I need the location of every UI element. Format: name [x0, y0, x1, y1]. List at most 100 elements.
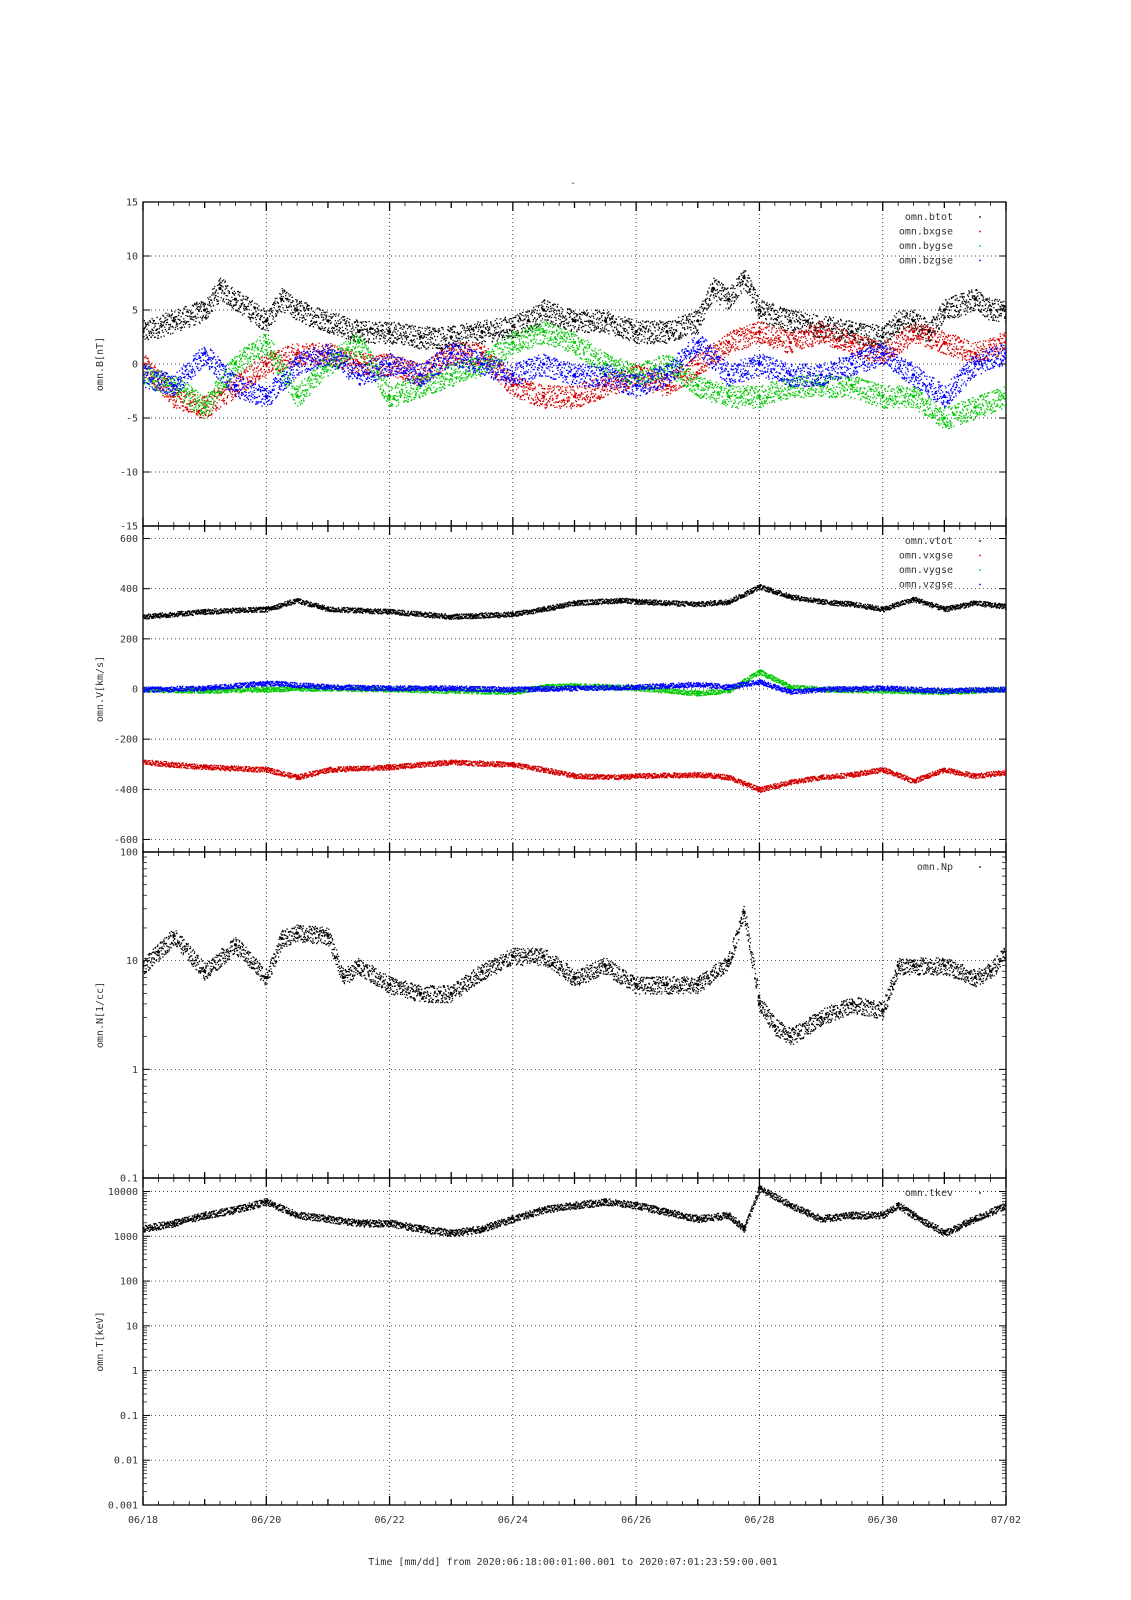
data-point: [143, 373, 145, 377]
data-cloud: [143, 906, 1006, 1045]
legend-label: omn.tkev: [905, 1188, 953, 1199]
data-point: [143, 964, 145, 968]
x-tick-label: 06/18: [128, 1515, 158, 1526]
y-tick-label: 1000: [114, 1232, 138, 1243]
data-cloud: [143, 678, 1006, 695]
y-tick-label: -200: [114, 735, 138, 746]
data-point: [634, 384, 638, 388]
legend-marker: [979, 245, 981, 247]
data-point: [696, 362, 700, 366]
time-axis: 06/18 06/20 06/22 06/24 06/26 06/28 06/30 07/02: [128, 1515, 1021, 1526]
data-point: [387, 330, 392, 334]
data-point: [295, 308, 299, 312]
data-point: [727, 959, 731, 963]
series-omn-Np: [143, 906, 1006, 1045]
data-cloud: [143, 669, 1006, 697]
y-axis-label: omn.B[nT]: [95, 337, 106, 391]
data-point: [727, 340, 731, 344]
data-point: [757, 1002, 762, 1006]
y-tick-label: 10: [126, 1321, 138, 1332]
data-area: [143, 584, 1006, 793]
data-point: [233, 362, 238, 366]
data-point: [143, 330, 145, 334]
x-tick-label: 07/02: [991, 1515, 1021, 1526]
legend-label: omn.bzgse: [899, 256, 953, 267]
data-cloud: [143, 584, 1006, 620]
panel-4: 10000 1000 100 10 1 0.1 0.01 0.001 omn.T[keV] omn…: [95, 1177, 1007, 1512]
legend-label: omn.vxgse: [899, 551, 953, 562]
data-point: [757, 1186, 762, 1190]
x-axis-label: Time [mm/dd] from 2020:06:18:00:01:00.00…: [368, 1557, 777, 1568]
data-cloud: [143, 321, 1006, 430]
y-tick-label: 0: [132, 685, 138, 696]
data-point: [727, 297, 731, 301]
data-point: [696, 983, 700, 987]
y-tick-label: 10: [126, 252, 138, 263]
series-omn-vxgse: [143, 759, 1006, 793]
legend-marker: [979, 540, 981, 542]
legend-marker: [979, 216, 981, 218]
panel-2: 600 400 200 0 -200 -400 -600 omn.V[km/s] omn.vto…: [95, 525, 1007, 853]
series-omn-btot: [143, 270, 1006, 350]
y-tick-label: 10: [126, 956, 138, 967]
data-area: [143, 1185, 1006, 1237]
data-point: [572, 340, 577, 344]
y-tick-label: 0.01: [114, 1456, 138, 1467]
data-point: [742, 1226, 746, 1230]
legend-label: omn.vygse: [899, 565, 953, 576]
y-tick-label: 10000: [108, 1187, 138, 1198]
data-point: [156, 950, 161, 954]
y-tick-label: 0.1: [120, 1174, 138, 1185]
y-tick-label: -400: [114, 785, 138, 796]
y-tick-label: 100: [120, 1277, 138, 1288]
series-omn-bygse: [143, 321, 1006, 430]
x-tick-label: 06/20: [251, 1515, 281, 1526]
data-point: [511, 373, 515, 377]
legend-marker: [979, 569, 981, 571]
legend-marker: [979, 866, 981, 868]
y-tick-label: 600: [120, 534, 138, 545]
y-tick-label: -15: [120, 522, 138, 533]
y-axis-label: omn.T[keV]: [95, 1311, 106, 1371]
data-point: [911, 964, 916, 968]
page-title: -: [570, 178, 576, 189]
series-omn-vzgse: [143, 678, 1006, 695]
y-tick-label: -600: [114, 835, 138, 846]
x-tick-label: 06/22: [375, 1515, 405, 1526]
data-point: [264, 394, 268, 398]
legend-marker: [979, 1192, 981, 1194]
x-tick-label: 06/26: [621, 1515, 651, 1526]
data-point: [896, 964, 900, 968]
series-omn-vtot: [143, 584, 1006, 620]
y-tick-label: 1: [132, 1065, 138, 1076]
series-omn-bzgse: [143, 333, 1006, 408]
data-point: [326, 934, 330, 938]
y-axis-label: omn.N[1/cc]: [95, 982, 106, 1048]
data-point: [788, 373, 792, 377]
data-point: [896, 319, 900, 323]
y-tick-label: 5: [132, 306, 138, 317]
panel-1: 15 10 5 0 -5 -10 -15 omn.B[nT] omn.btot omn.bxgse…: [95, 198, 1007, 533]
data-point: [696, 384, 700, 388]
legend-label: omn.bygse: [899, 241, 953, 252]
y-tick-label: -10: [120, 468, 138, 479]
panels: 151050-5-10-15omn.B[nT]omn.btotomn.bxgse…: [95, 198, 1007, 1512]
data-area: [143, 906, 1006, 1045]
data-cloud: [143, 1185, 1006, 1237]
series-omn-tkev: [143, 1185, 1006, 1237]
y-tick-label: -5: [126, 414, 138, 425]
y-tick-label: 0.1: [120, 1411, 138, 1422]
x-tick-label: 06/30: [868, 1515, 898, 1526]
data-point: [881, 351, 885, 355]
y-tick-label: 400: [120, 584, 138, 595]
data-point: [819, 330, 823, 334]
legend-marker: [979, 583, 981, 586]
panel-3: 100 10 1 0.1 omn.N[1/cc] omn.Np: [95, 848, 1007, 1185]
legend-label: omn.btot: [905, 212, 953, 223]
data-point: [696, 319, 700, 323]
data-point: [911, 394, 916, 398]
data-area: [143, 270, 1006, 430]
data-cloud: [143, 759, 1006, 793]
legend-label: omn.Np: [917, 862, 953, 873]
